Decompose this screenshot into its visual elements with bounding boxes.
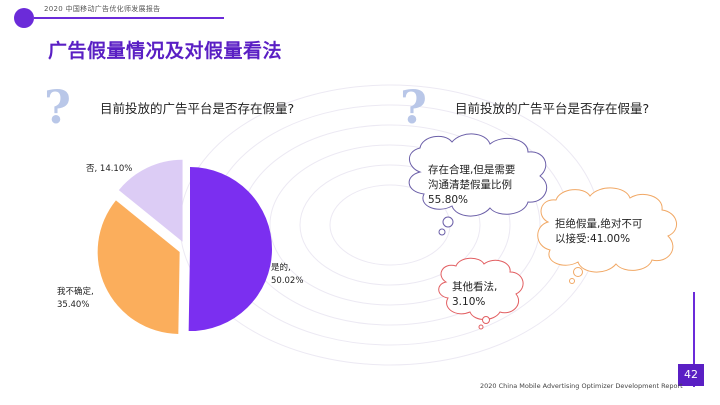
slice-label-unsure: 我不确定, 35.40% bbox=[57, 286, 94, 312]
cloud-2-line-1: 拒绝假量,绝对不可 bbox=[555, 218, 643, 230]
slice-label-no-name: 否, bbox=[86, 164, 98, 174]
question-mark-icon: ? bbox=[400, 80, 427, 134]
cloud-3-shape bbox=[438, 257, 524, 330]
header-dot bbox=[14, 8, 34, 28]
page-number: 42 bbox=[678, 364, 704, 386]
pie-slice-yes bbox=[188, 167, 272, 332]
slice-label-no: 否, 14.10% bbox=[86, 163, 132, 176]
page-title: 广告假量情况及对假量看法 bbox=[48, 40, 283, 62]
slice-label-yes: 是的, 50.02% bbox=[271, 262, 303, 288]
cloud-2-line-2: 以接受:41.00% bbox=[555, 232, 631, 245]
slice-label-no-value: 14.10% bbox=[99, 164, 133, 174]
cloud-2-shape bbox=[537, 187, 677, 284]
pie-slice-unsure bbox=[97, 200, 180, 334]
right-question: 目前投放的广告平台是否存在假量? bbox=[455, 101, 650, 116]
cloud-3-line-1: 其他看法, bbox=[452, 281, 498, 293]
cloud-1-shape bbox=[408, 133, 548, 236]
cloud-1-text: 存在合理,但是需要 沟通清楚假量比例 55.80% bbox=[428, 163, 558, 208]
footer-report-title: 2020 China Mobile Advertising Optimizer … bbox=[480, 382, 683, 390]
cloud-2-text: 拒绝假量,绝对不可 以接受:41.00% bbox=[555, 217, 680, 247]
slice-label-unsure-name: 我不确定, bbox=[57, 287, 94, 297]
header-underline bbox=[34, 17, 224, 19]
cloud-1-line-1: 存在合理,但是需要 bbox=[428, 164, 516, 176]
footer-vertical-line bbox=[693, 292, 695, 387]
slice-label-yes-value: 50.02% bbox=[271, 275, 304, 286]
pie-slice-no bbox=[118, 159, 183, 242]
slice-label-yes-name: 是的, bbox=[271, 263, 291, 273]
report-title: 2020 中国移动广告优化师发展报告 bbox=[44, 5, 161, 13]
cloud-1-line-2: 沟通清楚假量比例 bbox=[428, 178, 512, 191]
slice-label-unsure-value: 35.40% bbox=[57, 299, 90, 310]
cloud-3-text: 其他看法, 3.10% bbox=[452, 280, 542, 310]
cloud-3-line-2: 3.10% bbox=[452, 295, 486, 308]
cloud-1-line-3: 55.80% bbox=[428, 193, 469, 206]
question-mark-icon: ? bbox=[44, 80, 71, 134]
left-question: 目前投放的广告平台是否存在假量? bbox=[100, 101, 295, 116]
